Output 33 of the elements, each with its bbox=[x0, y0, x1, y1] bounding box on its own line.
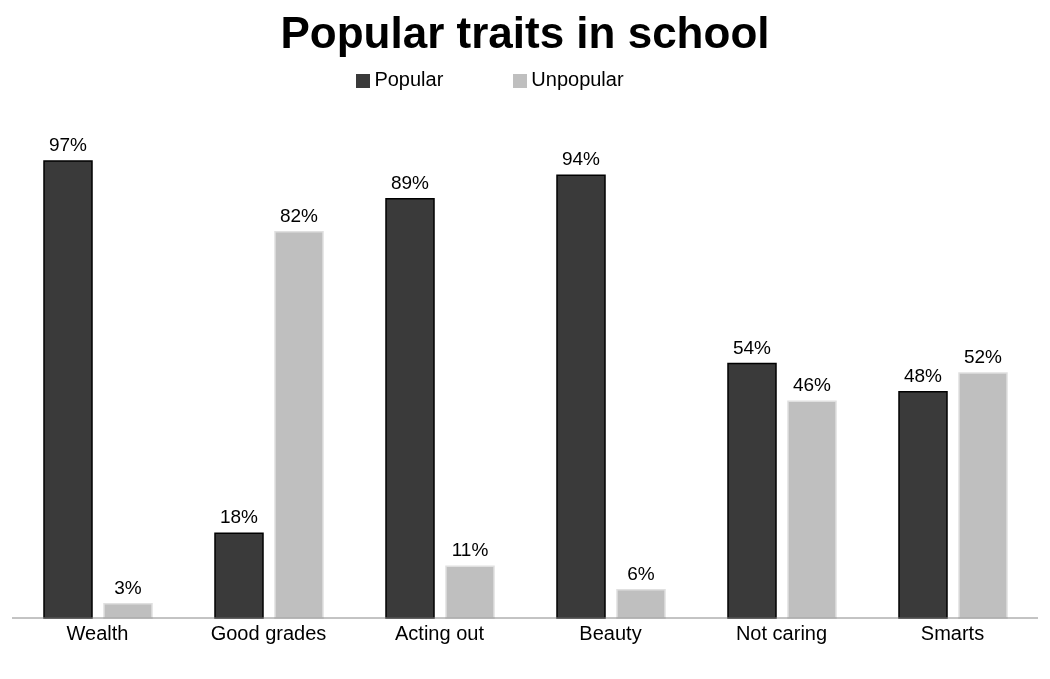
data-label: 82% bbox=[279, 204, 319, 226]
x-tick-label: Smarts bbox=[920, 622, 985, 645]
bar bbox=[727, 362, 777, 619]
bar bbox=[556, 174, 606, 619]
legend-label: Popular bbox=[374, 68, 444, 90]
x-tick-label: Not caring bbox=[735, 622, 828, 645]
x-tick-label: Acting out bbox=[395, 622, 485, 645]
bar bbox=[43, 160, 93, 619]
data-label: 18% bbox=[219, 506, 259, 528]
data-label: 11% bbox=[451, 539, 489, 561]
bar bbox=[958, 372, 1008, 619]
data-label: 94% bbox=[561, 148, 601, 170]
bar bbox=[898, 391, 948, 619]
data-label: 89% bbox=[390, 171, 430, 193]
chart-title: Popular traits in school bbox=[279, 8, 771, 59]
x-tick-label: Good grades bbox=[210, 622, 327, 645]
bar bbox=[445, 565, 495, 619]
bar bbox=[214, 532, 264, 619]
data-label: 46% bbox=[792, 374, 832, 396]
data-label: 6% bbox=[627, 562, 655, 584]
data-label: 54% bbox=[732, 336, 772, 358]
legend-label: Unpopular bbox=[531, 68, 624, 90]
data-label: 3% bbox=[114, 576, 142, 598]
data-label: 97% bbox=[48, 134, 88, 155]
bar bbox=[385, 197, 435, 619]
x-tick-label: Beauty bbox=[579, 622, 642, 645]
data-label: 48% bbox=[903, 364, 943, 386]
x-tick-label: Wealth bbox=[66, 622, 129, 645]
bar bbox=[787, 400, 837, 619]
bar bbox=[616, 588, 666, 619]
data-label: 52% bbox=[963, 346, 1003, 368]
bar bbox=[103, 603, 153, 619]
bar bbox=[274, 230, 324, 619]
